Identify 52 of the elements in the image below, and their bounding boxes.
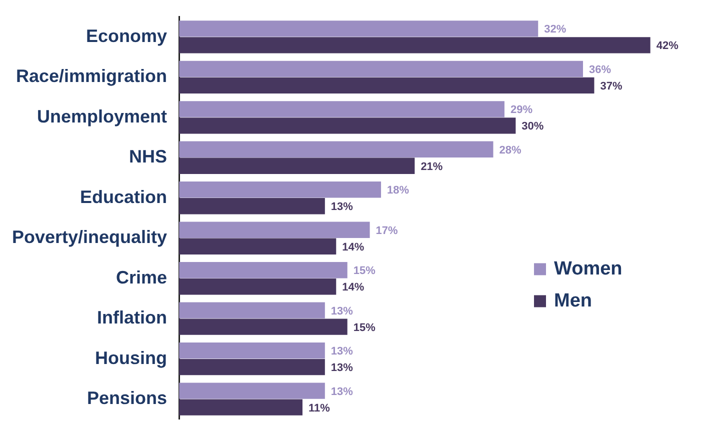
bar [179, 222, 370, 238]
data-label: 14% [342, 241, 364, 254]
data-label: 37% [600, 80, 622, 92]
bar [179, 141, 494, 158]
data-label: 32% [544, 24, 566, 36]
data-label: 13% [330, 386, 354, 398]
legend-label: Women [554, 258, 622, 280]
bar [179, 77, 594, 94]
bar [179, 198, 325, 214]
data-label: 11% [308, 402, 330, 414]
bar [179, 37, 650, 54]
data-label: 14% [342, 282, 364, 294]
data-label: 13% [330, 346, 354, 358]
data-label: 13% [330, 201, 354, 214]
bar [179, 101, 504, 118]
data-label: 13% [330, 362, 354, 374]
legend-label: Men [554, 290, 592, 312]
y-tick-label: Inflation [97, 308, 168, 328]
bar [179, 278, 336, 295]
bar [179, 262, 348, 278]
bar [179, 302, 325, 318]
data-label: 18% [387, 184, 410, 197]
y-tick-label: Pensions [87, 388, 168, 408]
bar [179, 318, 348, 335]
y-tick-label: NHS [129, 146, 168, 167]
data-label: 29% [510, 104, 533, 116]
bar [179, 359, 325, 376]
data-label: 15% [353, 265, 376, 278]
data-label: 15% [353, 322, 376, 334]
data-label: 21% [420, 160, 443, 173]
bar [179, 118, 516, 134]
bar [179, 382, 325, 399]
y-tick-label: Education [80, 186, 168, 207]
y-tick-label: Poverty/inequality [12, 227, 168, 248]
y-tick-label: Unemployment [37, 106, 168, 126]
bar [179, 60, 584, 77]
y-tick-label: Economy [86, 26, 168, 46]
bar [179, 238, 336, 254]
y-tick-label: Race/immigration [16, 66, 168, 86]
data-label: 30% [522, 120, 544, 133]
data-label: 17% [376, 224, 398, 237]
bar [179, 342, 325, 359]
data-label: 28% [499, 144, 522, 156]
data-label: 13% [330, 305, 354, 318]
bar [179, 399, 302, 416]
data-label: 42% [656, 40, 679, 52]
bar [179, 158, 415, 174]
bar [179, 20, 538, 37]
y-tick-label: Housing [95, 348, 168, 368]
data-label: 36% [589, 64, 612, 76]
y-tick-label: Crime [116, 267, 168, 288]
bar [179, 182, 382, 198]
